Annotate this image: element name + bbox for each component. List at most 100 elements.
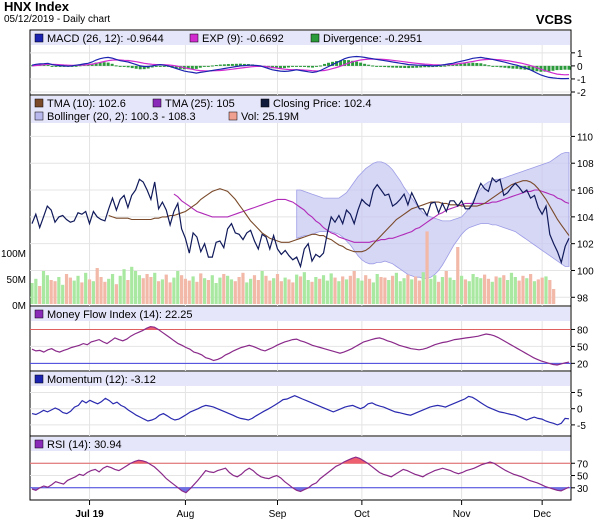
volume-bar (509, 272, 514, 304)
divergence-bar (278, 65, 282, 69)
volume-bar (176, 271, 180, 304)
volume-bar (164, 274, 168, 304)
volume-bar (425, 231, 429, 304)
x-tick-label: Aug (177, 509, 195, 520)
volume-bar (433, 275, 437, 304)
divergence-bar (535, 65, 539, 72)
volume-bar (344, 279, 349, 304)
divergence-bar (407, 65, 411, 69)
divergence-bar (467, 63, 471, 66)
divergence-bar (102, 62, 106, 66)
y-tick-label: 102 (577, 240, 594, 251)
chart-title: HNX Index (4, 0, 70, 14)
volume-bar (41, 271, 46, 304)
y-tick-label: 108 (577, 159, 594, 170)
divergence-bar (391, 65, 395, 68)
volume-bar (552, 289, 556, 304)
divergence-bar (186, 65, 190, 70)
divergence-bar (130, 65, 134, 69)
divergence-bar (242, 63, 246, 66)
y-tick-label: -1 (577, 75, 586, 86)
divergence-bar (222, 64, 226, 66)
legend-marker-icon (34, 374, 44, 384)
volume-bar (483, 274, 487, 304)
chart-subtitle: 05/12/2019 - Daily chart (4, 14, 111, 25)
volume-bar (268, 280, 272, 304)
volume-bar (502, 275, 506, 304)
divergence-bar (471, 62, 475, 66)
divergence-bar (455, 64, 459, 66)
divergence-bar (563, 65, 567, 70)
mfi-legend-bg (31, 307, 570, 321)
divergence-bar (355, 61, 359, 66)
legend-entry: RSI (14): 30.94 (47, 439, 122, 451)
divergence-bar (383, 65, 387, 68)
volume-bar (76, 275, 80, 304)
x-tick-label: Sep (269, 509, 287, 520)
divergence-bar (511, 65, 515, 69)
volume-bar (99, 277, 103, 304)
y-tick-label: -2 (577, 88, 586, 99)
volume-bar (325, 280, 329, 304)
momentum-legend-bg (31, 372, 570, 386)
volume-bar (214, 283, 218, 304)
legend-entry: Vol: 25.19M (241, 111, 299, 123)
volume-bar (540, 277, 544, 304)
divergence-bar (54, 65, 58, 67)
volume-bar (406, 274, 410, 304)
volume-bar (168, 282, 172, 304)
divergence-bar (519, 65, 523, 70)
volume-bar (84, 272, 88, 304)
divergence-bar (158, 65, 162, 67)
volume-bar (64, 274, 69, 304)
volume-bar (53, 281, 57, 304)
volume-bar (490, 281, 494, 304)
divergence-bar (126, 65, 130, 68)
x-tick-label: Jul 19 (75, 509, 104, 520)
legend-entry: EXP (9): -0.6692 (202, 33, 284, 45)
volume-bar (287, 279, 291, 304)
volume-bar (298, 276, 303, 304)
chart-header: HNX Index 05/12/2019 - Daily chart VCBS (0, 0, 599, 30)
divergence-bar (547, 65, 551, 72)
volume-bar (187, 280, 191, 304)
legend-marker-icon (34, 111, 44, 121)
divergence-bar (198, 65, 202, 68)
rsi-line (31, 456, 570, 494)
y-tick-label: 50 (577, 472, 589, 483)
volume-bar (291, 282, 295, 304)
volume-tick-label: 100M (1, 249, 26, 260)
divergence-bar (110, 63, 114, 66)
divergence-bar (307, 65, 311, 68)
momentum-line (31, 395, 570, 426)
divergence-bar (491, 65, 495, 67)
volume-bar (145, 274, 149, 304)
divergence-bar (363, 63, 367, 66)
divergence-bar (559, 65, 563, 70)
divergence-bar (499, 65, 503, 68)
divergence-bar (343, 60, 347, 66)
volume-bar (463, 279, 468, 304)
volume-bar (398, 281, 402, 304)
divergence-bar (451, 64, 455, 66)
divergence-bar (567, 65, 571, 70)
divergence-bar (387, 65, 391, 68)
volume-bar (179, 275, 184, 304)
divergence-bar (531, 65, 535, 71)
volume-bar (383, 277, 387, 304)
volume-bar (421, 272, 425, 304)
x-tick-label: Dec (533, 509, 551, 520)
divergence-bar (146, 65, 150, 69)
legend-entry: Momentum (12): -3.12 (47, 374, 156, 386)
brand-label: VCBS (535, 12, 572, 27)
divergence-bar (311, 65, 315, 68)
divergence-bar (134, 65, 138, 69)
y-tick-label: 1 (577, 49, 583, 60)
tma10-line (108, 180, 570, 253)
volume-bar (203, 278, 207, 304)
legend-marker-icon (34, 33, 44, 43)
divergence-bar (74, 65, 78, 67)
divergence-bar (238, 63, 242, 66)
volume-bar (195, 281, 199, 304)
oversold-fill (32, 487, 569, 493)
